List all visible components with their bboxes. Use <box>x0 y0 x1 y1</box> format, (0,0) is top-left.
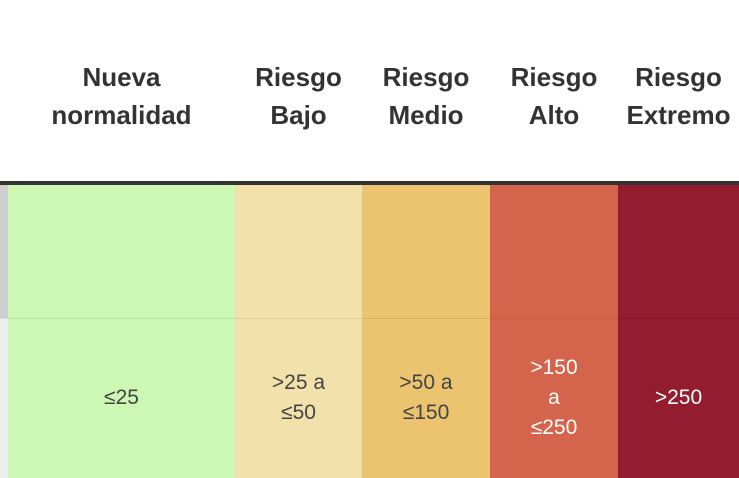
column-fill <box>618 185 739 478</box>
left-strip <box>0 318 8 478</box>
table-cell: >150 a ≤250 <box>530 356 578 439</box>
column-fill <box>8 185 235 478</box>
left-strip <box>0 185 8 318</box>
table-cell: >250 <box>654 386 703 409</box>
column-fill <box>235 185 362 478</box>
column-header: Riesgo Bajo <box>255 62 342 130</box>
table-cell: >50 a ≤150 <box>399 371 453 424</box>
table-cell: ≤25 <box>104 386 139 409</box>
header-rule <box>0 181 739 185</box>
row-separator <box>0 318 739 319</box>
column-fill <box>490 185 618 478</box>
table-cell: >25 a ≤50 <box>271 371 326 424</box>
column-header: Riesgo Alto <box>510 62 598 130</box>
column-fill <box>362 185 490 478</box>
column-header: Nueva normalidad <box>51 62 192 130</box>
column-header: Riesgo Medio <box>382 62 470 130</box>
column-header: Riesgo Extremo <box>626 62 731 130</box>
